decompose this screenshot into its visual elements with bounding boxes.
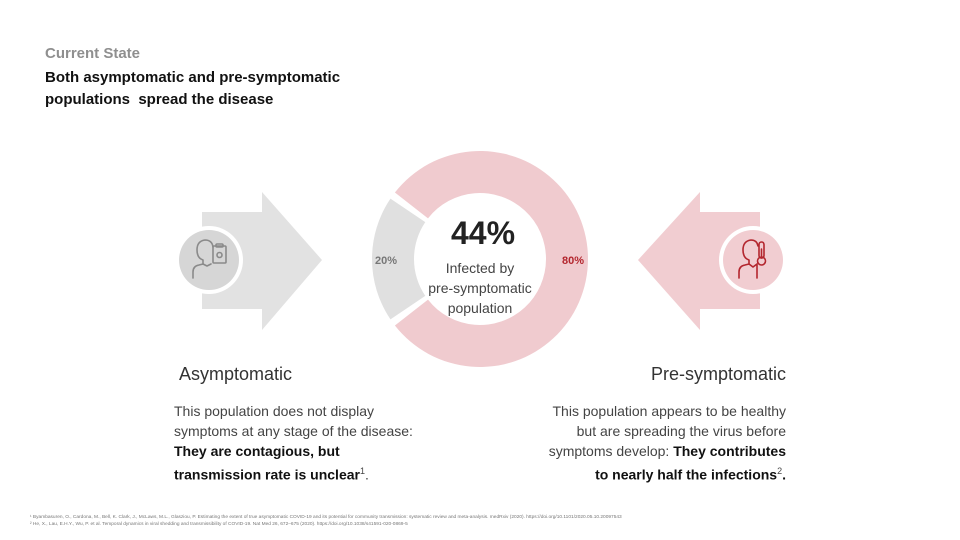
page-title-line-2: populations spread the disease xyxy=(45,91,274,108)
presymptomatic-description: This population appears to be healthy bu… xyxy=(486,401,786,485)
footnote-ref-2: 2 xyxy=(777,466,783,476)
donut-segment-asymptomatic xyxy=(372,198,426,320)
donut-segment-presymptomatic xyxy=(394,151,588,368)
presymptomatic-desc-line-3: symptoms develop: xyxy=(548,443,674,459)
asymptomatic-desc-line-2: symptoms at any stage of the disease: xyxy=(174,423,413,439)
asymptomatic-desc-bold-1: They are contagious, but xyxy=(174,443,340,459)
asymptomatic-arrow xyxy=(202,192,322,330)
asymptomatic-desc-bold-2: transmission rate is unclear xyxy=(174,466,360,483)
infection-donut xyxy=(372,151,588,368)
footnotes: ¹ Byambasuren, O., Cardona, M., Bell, K.… xyxy=(30,514,930,528)
person-thermometer-icon xyxy=(719,226,787,294)
page-title-line-1: Both asymptomatic and pre-symptomatic xyxy=(45,69,341,86)
donut-label-presymptomatic: 80% xyxy=(562,255,584,267)
presymptomatic-heading: Pre-symptomatic xyxy=(650,364,786,384)
footnote-2: ² He, X., Lau, E.H.Y., Wu, P. et al. Tem… xyxy=(30,522,408,527)
asymptomatic-description: This population does not display symptom… xyxy=(174,401,474,485)
footnote-1: ¹ Byambasuren, O., Cardona, M., Bell, K.… xyxy=(30,515,622,520)
presymptomatic-desc-bold-2: to nearly half the infections xyxy=(595,466,778,483)
presymptomatic-desc-line-2: but are spreading the virus before xyxy=(576,423,786,439)
donut-center-line-1: Infected by xyxy=(446,260,515,276)
person-clipboard-icon xyxy=(175,226,243,294)
donut-center-line-3: population xyxy=(448,300,513,316)
asymptomatic-desc-line-1: This population does not display xyxy=(174,403,375,419)
presymptomatic-desc-line-1: This population appears to be healthy xyxy=(552,403,787,419)
asymptomatic-desc-tail: . xyxy=(364,466,369,483)
asymptomatic-heading: Asymptomatic xyxy=(179,364,293,384)
page-title: Both asymptomatic and pre-symptomatic po… xyxy=(45,67,405,111)
donut-label-asymptomatic: 20% xyxy=(375,255,397,267)
donut-center-line-2: pre-symptomatic xyxy=(428,280,531,296)
presymptomatic-arrow xyxy=(638,192,760,330)
presymptomatic-desc-tail: . xyxy=(782,466,786,483)
section-kicker: Current State xyxy=(45,45,141,62)
footnote-ref-1: 1 xyxy=(359,466,365,476)
presymptomatic-desc-bold-1: They contributes xyxy=(673,443,786,459)
donut-center-value: 44% xyxy=(451,215,515,251)
